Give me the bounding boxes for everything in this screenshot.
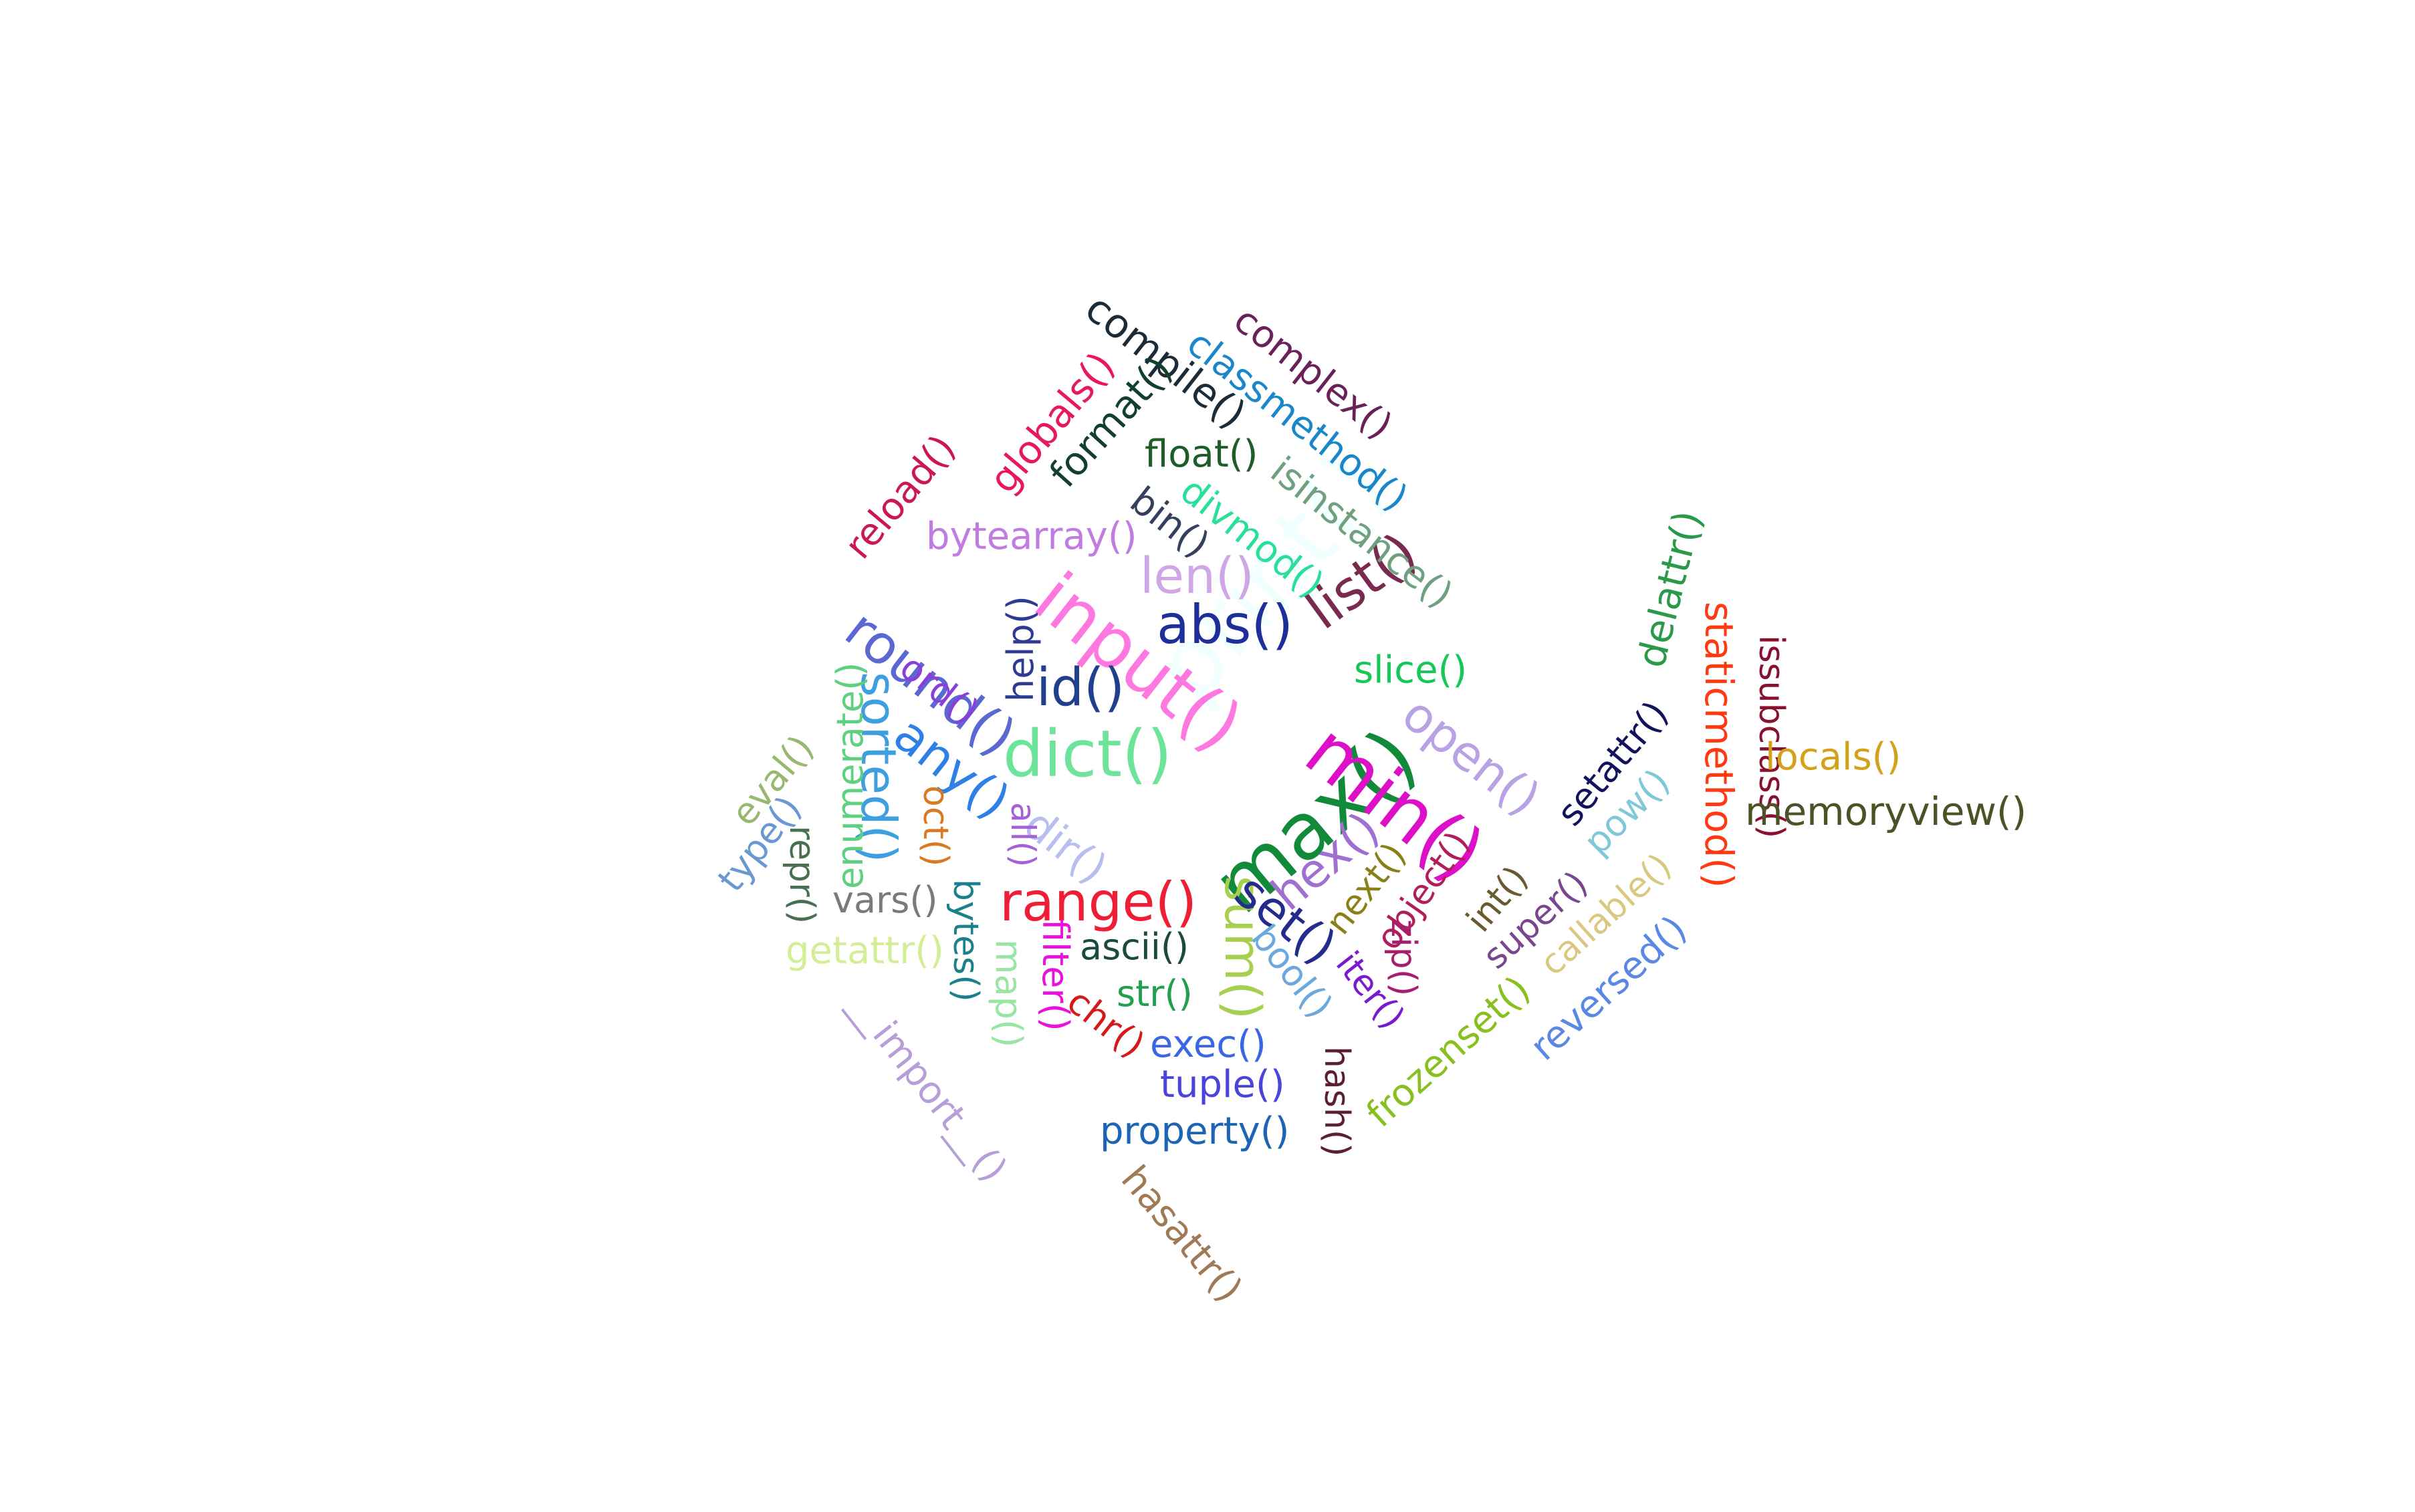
word-enumerate: enumerate() xyxy=(829,662,871,889)
word-str: str() xyxy=(1117,973,1193,1015)
word-bytearray: bytearray() xyxy=(926,515,1137,558)
word-staticmethod: staticmethod() xyxy=(1696,602,1742,888)
word-abs: abs() xyxy=(1157,594,1293,656)
word-range: range() xyxy=(1000,871,1197,933)
word-locals: locals() xyxy=(1765,735,1902,779)
word-hasattr: hasattr() xyxy=(1113,1157,1251,1311)
word-vars: vars() xyxy=(832,879,938,921)
word-id: id() xyxy=(1036,658,1125,718)
word-tuple: tuple() xyxy=(1160,1063,1285,1106)
word-hash: hash() xyxy=(1316,1046,1357,1157)
word-property: property() xyxy=(1100,1110,1290,1153)
word-memoryview: memoryview() xyxy=(1745,789,2027,834)
word-help: help() xyxy=(1000,596,1042,702)
word-all: all() xyxy=(1004,802,1042,868)
word-float: float() xyxy=(1145,432,1258,476)
word-dict: dict() xyxy=(1003,717,1172,791)
word-zip: zip() xyxy=(1383,919,1423,997)
word-slice: slice() xyxy=(1354,648,1468,692)
word-repr: repr() xyxy=(782,826,822,924)
word-getattr: getattr() xyxy=(786,929,944,973)
word-exec: exec() xyxy=(1150,1023,1266,1066)
word-len: len() xyxy=(1140,547,1254,605)
word-map: map() xyxy=(988,939,1030,1048)
word-ascii: ascii() xyxy=(1080,926,1189,968)
word-bytes: bytes() xyxy=(945,879,986,1002)
word-oct: oct() xyxy=(915,785,955,867)
